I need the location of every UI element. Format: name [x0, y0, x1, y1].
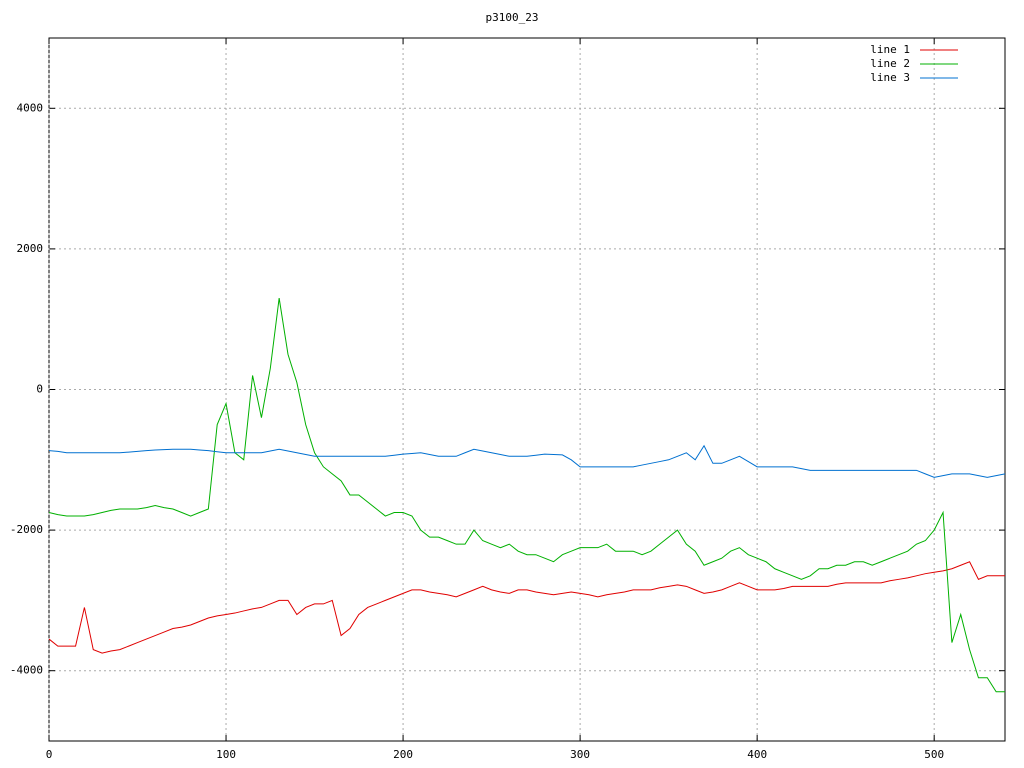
x-tick-label: 400 [747, 748, 767, 761]
x-tick-label: 0 [46, 748, 53, 761]
y-tick-label: 2000 [17, 242, 44, 255]
x-tick-label: 300 [570, 748, 590, 761]
legend-label: line 3 [870, 71, 910, 84]
legend-label: line 1 [870, 43, 910, 56]
legend-label: line 2 [870, 57, 910, 70]
plot-frame [48, 37, 1006, 742]
y-tick-label: -4000 [10, 664, 43, 677]
data-line [48, 298, 1005, 693]
chart-title: p3100_23 [486, 11, 539, 24]
x-tick-label: 500 [924, 748, 944, 761]
y-tick-label: 0 [36, 383, 43, 396]
y-tick-label: -2000 [10, 523, 43, 536]
x-tick-label: 200 [393, 748, 413, 761]
y-tick-label: 4000 [17, 101, 44, 114]
data-line [48, 444, 1006, 478]
data-line [48, 561, 1005, 654]
x-tick-label: 100 [216, 748, 236, 761]
